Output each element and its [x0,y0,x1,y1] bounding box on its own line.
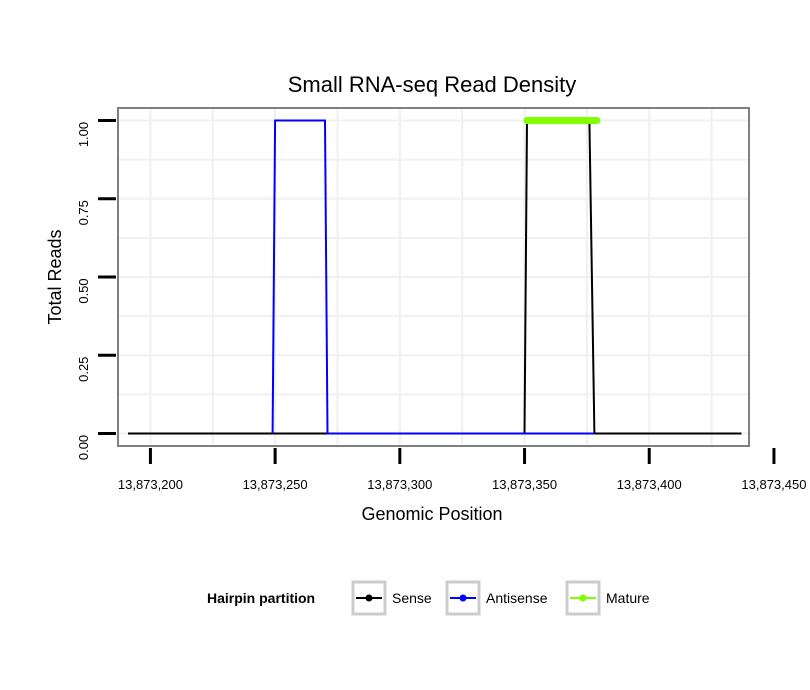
x-tick-label: 13,873,450 [741,477,806,492]
x-tick-label: 13,873,200 [118,477,183,492]
y-tick-label: 1.00 [76,122,91,147]
series-lines [128,117,742,435]
x-axis-title: Genomic Position [361,504,502,524]
legend: Hairpin partition Sense Antisense Mature [207,580,650,616]
legend-item-mature: Mature [565,580,650,616]
legend-title: Hairpin partition [207,590,315,606]
x-tick-label: 13,873,250 [243,477,308,492]
legend-key-point [579,594,587,602]
y-axis: 0.00 0.25 0.50 0.75 1.00 [76,119,116,460]
legend-item-sense: Sense [351,580,432,616]
x-tick-label: 13,873,400 [617,477,682,492]
legend-label: Antisense [486,590,548,606]
y-tick-label: 0.75 [76,200,91,225]
gridlines [118,108,749,446]
legend-key-point [459,594,467,602]
y-tick-label: 0.00 [76,435,91,460]
legend-label: Sense [392,590,432,606]
chart-title: Small RNA-seq Read Density [288,72,577,97]
y-tick-label: 0.50 [76,278,91,303]
legend-label: Mature [606,590,650,606]
legend-item-antisense: Antisense [445,580,548,616]
y-axis-title: Total Reads [45,229,65,324]
series-line-antisense [271,119,595,435]
y-tick-label: 0.25 [76,357,91,382]
plot-border [117,107,750,447]
x-tick-label: 13,873,350 [492,477,557,492]
x-tick-label: 13,873,300 [367,477,432,492]
legend-key-point [365,594,373,602]
x-axis: 13,873,200 13,873,250 13,873,300 13,873,350… [118,448,806,492]
